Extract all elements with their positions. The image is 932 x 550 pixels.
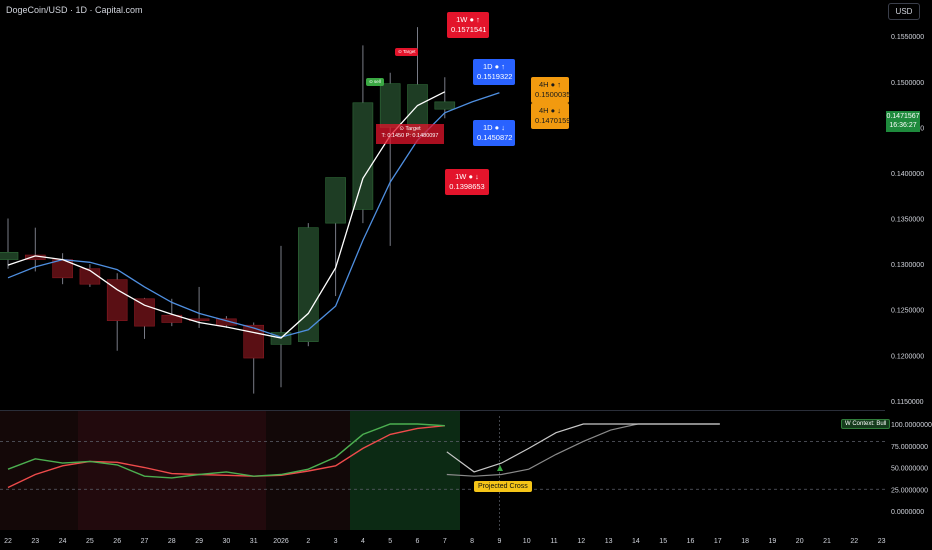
target-note-values: T: 0.1450 P: 0.1480097 bbox=[381, 133, 439, 139]
x-tick-label: 9 bbox=[497, 538, 501, 545]
x-tick-label: 20 bbox=[796, 538, 804, 545]
candle-body bbox=[134, 298, 155, 327]
d1-up-value: 0.1519322 bbox=[477, 72, 513, 81]
x-tick-label: 2 bbox=[306, 538, 310, 545]
osc-tick-label: 100.0000000 bbox=[891, 422, 932, 429]
osc-zone-bear bbox=[78, 411, 266, 530]
osc-tick-label: 25.0000000 bbox=[891, 487, 928, 494]
x-tick-label: 8 bbox=[470, 538, 474, 545]
projected-cross-label: Projected Cross bbox=[474, 481, 532, 492]
x-tick-label: 30 bbox=[223, 538, 231, 545]
osc-tick-label: 50.0000000 bbox=[891, 466, 928, 473]
candle-body bbox=[379, 83, 401, 128]
x-tick-label: 10 bbox=[523, 538, 531, 545]
h4-up-label: 4H ● ↑ bbox=[538, 80, 562, 89]
current-price-badge: 0.1471567 16:36:27 bbox=[886, 111, 920, 132]
h4-down-box: 4H ● ↓ 0.1470159 bbox=[531, 103, 571, 129]
d1-up-box: 1D ● ↑ 0.1519322 bbox=[473, 59, 515, 85]
price-tick-label: 0.1150000 bbox=[891, 399, 924, 406]
context-badge: W Context: Bull bbox=[841, 419, 891, 429]
x-tick-label: 13 bbox=[605, 538, 613, 545]
h4-down-value: 0.1470159 bbox=[535, 116, 571, 125]
x-tick-label: 18 bbox=[741, 538, 749, 545]
x-tick-label: 21 bbox=[823, 538, 831, 545]
sell-tag: ⊙ sell bbox=[366, 78, 384, 86]
x-tick-label: 31 bbox=[250, 538, 258, 545]
fast-ma-line bbox=[7, 91, 446, 339]
osc-tick-label: 75.0000000 bbox=[891, 444, 928, 451]
d1-down-value: 0.1450872 bbox=[477, 133, 513, 142]
w1-up-box: 1W ● ↑ 0.1571541 bbox=[447, 12, 489, 38]
d1-down-label: 1D ● ↓ bbox=[482, 123, 506, 132]
price-tick-label: 0.1300000 bbox=[891, 262, 924, 269]
chart-title: DogeCoin/USD · 1D · Capital.com bbox=[6, 5, 143, 15]
osc-projection-dark bbox=[446, 423, 720, 477]
osc-red-line bbox=[7, 425, 445, 489]
target-tag: ⊙ Target bbox=[395, 48, 419, 56]
x-tick-label: 3 bbox=[334, 538, 338, 545]
countdown: 16:36:27 bbox=[889, 122, 917, 129]
price-tick-label: 0.1550000 bbox=[891, 34, 924, 41]
x-tick-label: 16 bbox=[687, 538, 695, 545]
x-tick-label: 2026 bbox=[273, 538, 289, 545]
x-tick-label: 23 bbox=[31, 538, 39, 545]
x-tick-label: 22 bbox=[850, 538, 858, 545]
d1-down-box: 1D ● ↓ 0.1450872 bbox=[473, 120, 515, 146]
h4-up-box: 4H ● ↑ 0.1500035 bbox=[531, 77, 571, 103]
price-tick-label: 0.1250000 bbox=[891, 308, 924, 315]
x-tick-label: 14 bbox=[632, 538, 640, 545]
x-tick-label: 25 bbox=[86, 538, 94, 545]
cross-marker-icon bbox=[497, 465, 503, 471]
candle-body bbox=[106, 279, 128, 321]
w1-down-value: 0.1398653 bbox=[449, 182, 485, 191]
candle-body bbox=[161, 314, 183, 323]
h4-up-value: 0.1500035 bbox=[535, 90, 571, 99]
candle-body bbox=[325, 177, 346, 224]
w1-down-box: 1W ● ↓ 0.1398653 bbox=[445, 169, 489, 195]
x-tick-label: 26 bbox=[113, 538, 121, 545]
x-tick-label: 6 bbox=[416, 538, 420, 545]
x-tick-label: 24 bbox=[59, 538, 67, 545]
x-tick-label: 17 bbox=[714, 538, 722, 545]
x-tick-label: 7 bbox=[443, 538, 447, 545]
target-note-title: ⊙ Target bbox=[399, 126, 421, 132]
osc-green-line bbox=[7, 423, 445, 479]
currency-button[interactable]: USD bbox=[888, 3, 920, 20]
x-tick-label: 12 bbox=[577, 538, 585, 545]
candle-body bbox=[0, 251, 19, 260]
osc-projection-light bbox=[446, 423, 720, 473]
price-tick-label: 0.1500000 bbox=[891, 80, 924, 87]
x-tick-label: 5 bbox=[388, 538, 392, 545]
candle-body bbox=[216, 318, 237, 326]
price-tick-label: 0.1400000 bbox=[891, 171, 924, 178]
h4-down-label: 4H ● ↓ bbox=[538, 106, 562, 115]
d1-up-label: 1D ● ↑ bbox=[482, 62, 506, 71]
price-tick-label: 0.1350000 bbox=[891, 217, 924, 224]
candle-body bbox=[352, 102, 374, 210]
x-tick-label: 28 bbox=[168, 538, 176, 545]
candle-body bbox=[79, 268, 101, 285]
osc-zone-bull bbox=[350, 411, 460, 530]
x-tick-label: 23 bbox=[878, 538, 886, 545]
w1-down-label: 1W ● ↓ bbox=[455, 172, 479, 181]
x-tick-label: 19 bbox=[769, 538, 777, 545]
candle-body bbox=[434, 101, 456, 110]
osc-tick-label: 0.0000000 bbox=[891, 509, 924, 516]
price-tick-label: 0.1200000 bbox=[891, 353, 924, 360]
x-tick-label: 15 bbox=[659, 538, 667, 545]
target-note: ⊙ Target T: 0.1450 P: 0.1480097 bbox=[376, 124, 444, 144]
candle-body bbox=[297, 227, 319, 342]
current-price: 0.1471567 bbox=[886, 113, 920, 120]
w1-up-value: 0.1571541 bbox=[451, 25, 487, 34]
x-tick-label: 27 bbox=[141, 538, 149, 545]
x-tick-label: 4 bbox=[361, 538, 365, 545]
x-tick-label: 11 bbox=[550, 538, 557, 545]
x-tick-label: 22 bbox=[4, 538, 12, 545]
w1-up-label: 1W ● ↑ bbox=[456, 15, 480, 24]
x-tick-label: 29 bbox=[195, 538, 203, 545]
osc-zone-neutral bbox=[0, 411, 78, 530]
